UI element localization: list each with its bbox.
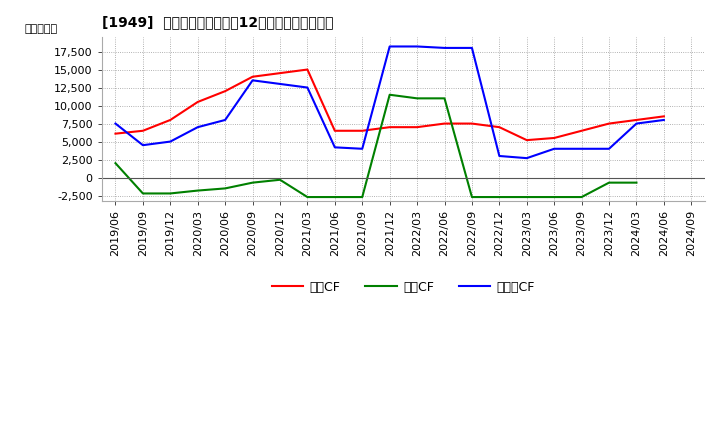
フリーCF [660,117,668,123]
Line: 投資CF: 投資CF [115,95,636,197]
フリーCF [523,155,531,161]
フリーCF [194,125,202,130]
投資CF [248,180,257,185]
営業CF [194,99,202,105]
営業CF [111,131,120,136]
フリーCF [248,78,257,83]
営業CF [248,74,257,79]
営業CF [330,128,339,133]
営業CF [467,121,476,126]
フリーCF [303,85,312,90]
投資CF [550,194,559,200]
フリーCF [358,146,366,151]
フリーCF [605,146,613,151]
フリーCF [166,139,175,144]
投資CF [577,194,586,200]
フリーCF [413,44,421,49]
投資CF [495,194,504,200]
営業CF [632,117,641,123]
投資CF [138,191,147,196]
投資CF [194,188,202,193]
営業CF [276,70,284,76]
投資CF [523,194,531,200]
営業CF [660,114,668,119]
フリーCF [440,45,449,51]
フリーCF [138,143,147,148]
投資CF [330,194,339,200]
投資CF [303,194,312,200]
投資CF [413,96,421,101]
投資CF [385,92,394,97]
営業CF [303,67,312,72]
営業CF [221,88,230,94]
Line: 営業CF: 営業CF [115,70,664,140]
投資CF [605,180,613,185]
投資CF [276,177,284,183]
営業CF [577,128,586,133]
営業CF [440,121,449,126]
フリーCF [385,44,394,49]
営業CF [413,125,421,130]
フリーCF [221,117,230,123]
フリーCF [330,145,339,150]
Line: フリーCF: フリーCF [115,47,664,158]
Y-axis label: （百万円）: （百万円） [25,24,58,34]
フリーCF [577,146,586,151]
投資CF [166,191,175,196]
投資CF [358,194,366,200]
営業CF [166,117,175,123]
フリーCF [632,121,641,126]
Legend: 営業CF, 投資CF, フリーCF: 営業CF, 投資CF, フリーCF [267,275,540,299]
Text: [1949]  キャッシュフローの12か月移動合計の推移: [1949] キャッシュフローの12か月移動合計の推移 [102,15,333,29]
フリーCF [495,154,504,159]
営業CF [605,121,613,126]
営業CF [550,136,559,141]
営業CF [358,128,366,133]
営業CF [385,125,394,130]
営業CF [523,137,531,143]
投資CF [632,180,641,185]
営業CF [138,128,147,133]
投資CF [467,194,476,200]
投資CF [440,96,449,101]
フリーCF [111,121,120,126]
投資CF [221,186,230,191]
フリーCF [276,81,284,87]
フリーCF [550,146,559,151]
営業CF [495,125,504,130]
フリーCF [467,45,476,51]
投資CF [111,161,120,166]
